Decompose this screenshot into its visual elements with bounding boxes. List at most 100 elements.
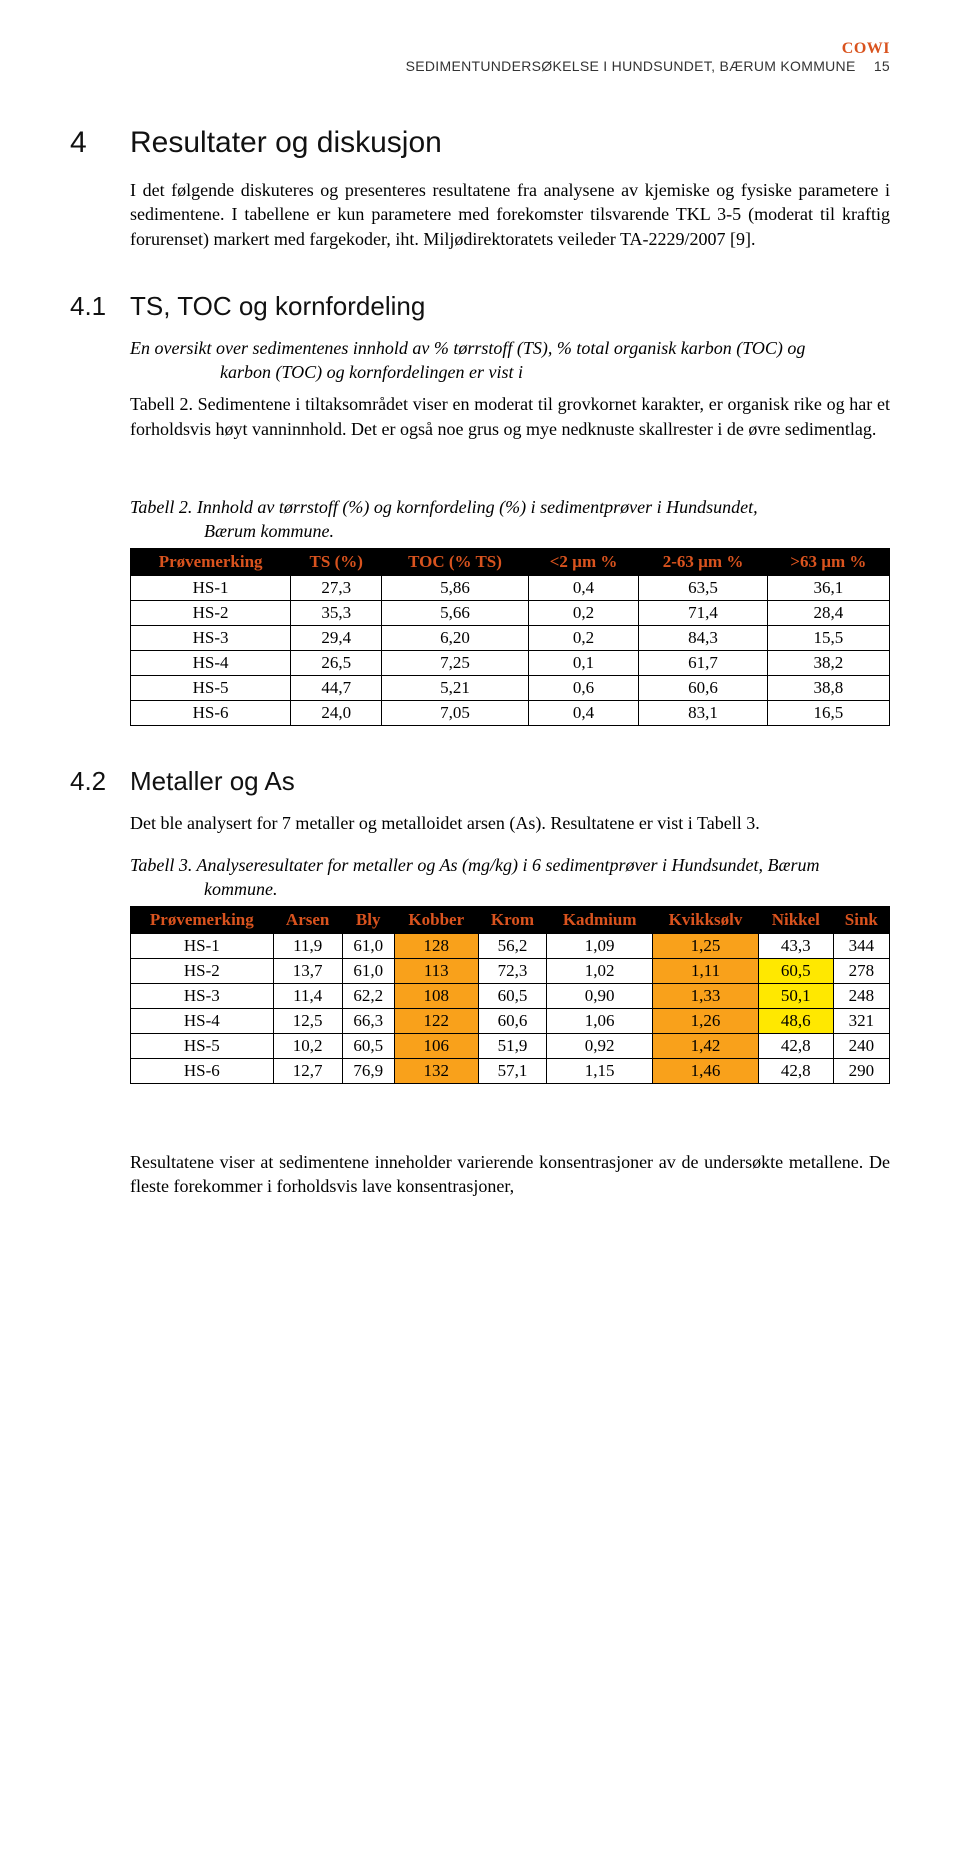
table-cell: 56,2 [478,933,547,958]
table-cell: 113 [394,958,478,983]
table-cell: 128 [394,933,478,958]
section-4-title: Resultater og diskusjon [130,126,442,159]
table-cell: 0,2 [528,600,639,625]
table-cell: HS-2 [131,958,274,983]
table-cell: 71,4 [639,600,767,625]
section-4-1-intro: En oversikt over sedimentenes innhold av… [130,336,890,385]
table-cell: 1,09 [547,933,653,958]
table-2-caption-line2: Bærum kommune. [204,519,890,543]
table-cell: 43,3 [758,933,833,958]
table-cell: 84,3 [639,625,767,650]
table-3-caption: Tabell 3. Analyseresultater for metaller… [130,853,890,902]
table-3-col-header: Arsen [273,906,342,933]
table-2-header-row: PrøvemerkingTS (%)TOC (% TS)<2 µm %2-63 … [131,548,890,575]
table-cell: 0,4 [528,700,639,725]
section-4-1-number: 4.1 [70,291,130,322]
section-4-1-heading: 4.1TS, TOC og kornfordeling [130,291,890,322]
table-cell: HS-4 [131,1008,274,1033]
table-cell: 28,4 [767,600,889,625]
table-cell: HS-3 [131,983,274,1008]
table-cell: 15,5 [767,625,889,650]
table-cell: 48,6 [758,1008,833,1033]
table-cell: 5,66 [382,600,529,625]
closing-paragraph: Resultatene viser at sedimentene innehol… [130,1150,890,1199]
spacer [130,1114,890,1150]
table-3-col-header: Krom [478,906,547,933]
running-title-text: SEDIMENTUNDERSØKELSE I HUNDSUNDET, BÆRUM… [406,58,856,74]
page-header: COWI SEDIMENTUNDERSØKELSE I HUNDSUNDET, … [130,40,890,76]
table-cell: HS-2 [131,600,291,625]
table-3-col-header: Kadmium [547,906,653,933]
section-4-2-title: Metaller og As [130,766,295,796]
table-row: HS-111,961,012856,21,091,2543,3344 [131,933,890,958]
table-cell: 122 [394,1008,478,1033]
table-2-caption: Tabell 2. Innhold av tørrstoff (%) og ko… [130,495,890,544]
table-2-col-header: 2-63 µm % [639,548,767,575]
spacer [130,459,890,495]
table-row: HS-235,35,660,271,428,4 [131,600,890,625]
table-cell: 1,33 [653,983,759,1008]
table-2-col-header: <2 µm % [528,548,639,575]
intro-line-2: karbon (TOC) og kornfordelingen er vist … [220,360,890,384]
table-cell: 6,20 [382,625,529,650]
table-row: HS-213,761,011372,31,021,1160,5278 [131,958,890,983]
table-cell: 60,5 [342,1033,394,1058]
section-4-heading: 4Resultater og diskusjon [130,126,890,160]
table-cell: 51,9 [478,1033,547,1058]
table-cell: 240 [833,1033,889,1058]
table-cell: 72,3 [478,958,547,983]
table-cell: HS-3 [131,625,291,650]
table-cell: 106 [394,1033,478,1058]
table-3-col-header: Sink [833,906,889,933]
table-cell: 5,86 [382,575,529,600]
table-cell: 0,90 [547,983,653,1008]
table-2-body: HS-127,35,860,463,536,1HS-235,35,660,271… [131,575,890,725]
table-cell: HS-1 [131,575,291,600]
table-cell: 38,2 [767,650,889,675]
table-row: HS-426,57,250,161,738,2 [131,650,890,675]
table-cell: 11,9 [273,933,342,958]
table-3-caption-line1: Tabell 3. Analyseresultater for metaller… [130,855,819,875]
table-row: HS-127,35,860,463,536,1 [131,575,890,600]
table-cell: HS-6 [131,700,291,725]
table-cell: 248 [833,983,889,1008]
table-cell: 321 [833,1008,889,1033]
table-cell: 1,26 [653,1008,759,1033]
table-cell: 7,25 [382,650,529,675]
table-row: HS-311,462,210860,50,901,3350,1248 [131,983,890,1008]
table-cell: 83,1 [639,700,767,725]
table-3-col-header: Kvikksølv [653,906,759,933]
table-cell: 13,7 [273,958,342,983]
table-cell: 61,0 [342,958,394,983]
table-2-caption-line1: Tabell 2. Innhold av tørrstoff (%) og ko… [130,497,758,517]
table-cell: 76,9 [342,1058,394,1083]
table-3-caption-line2: kommune. [204,877,890,901]
table-cell: 16,5 [767,700,889,725]
table-cell: 108 [394,983,478,1008]
running-title: SEDIMENTUNDERSØKELSE I HUNDSUNDET, BÆRUM… [406,58,890,74]
brand-logo: COWI [130,40,890,58]
table-cell: 44,7 [291,675,382,700]
table-cell: 1,42 [653,1033,759,1058]
table-cell: 7,05 [382,700,529,725]
section-4-para: I det følgende diskuteres og presenteres… [130,178,890,251]
table-2-col-header: Prøvemerking [131,548,291,575]
table-row: HS-329,46,200,284,315,5 [131,625,890,650]
table-cell: 35,3 [291,600,382,625]
table-cell: 61,0 [342,933,394,958]
table-cell: 12,5 [273,1008,342,1033]
table-cell: 278 [833,958,889,983]
table-cell: 0,2 [528,625,639,650]
table-cell: HS-1 [131,933,274,958]
table-2-col-header: TS (%) [291,548,382,575]
table-cell: 0,92 [547,1033,653,1058]
page-number: 15 [874,58,890,74]
table-3-col-header: Nikkel [758,906,833,933]
table-cell: 5,21 [382,675,529,700]
table-cell: 1,11 [653,958,759,983]
table-cell: 63,5 [639,575,767,600]
table-row: HS-624,07,050,483,116,5 [131,700,890,725]
table-cell: 42,8 [758,1058,833,1083]
table-cell: HS-4 [131,650,291,675]
table-cell: 27,3 [291,575,382,600]
